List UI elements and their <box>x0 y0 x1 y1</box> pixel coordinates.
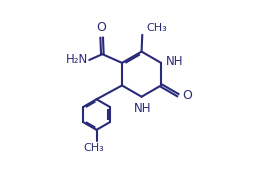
Text: CH₃: CH₃ <box>83 143 104 153</box>
Text: NH: NH <box>165 55 183 68</box>
Text: NH: NH <box>134 102 151 115</box>
Text: H₂N: H₂N <box>66 54 88 66</box>
Text: O: O <box>182 89 192 102</box>
Text: O: O <box>97 21 107 34</box>
Text: CH₃: CH₃ <box>146 23 167 33</box>
